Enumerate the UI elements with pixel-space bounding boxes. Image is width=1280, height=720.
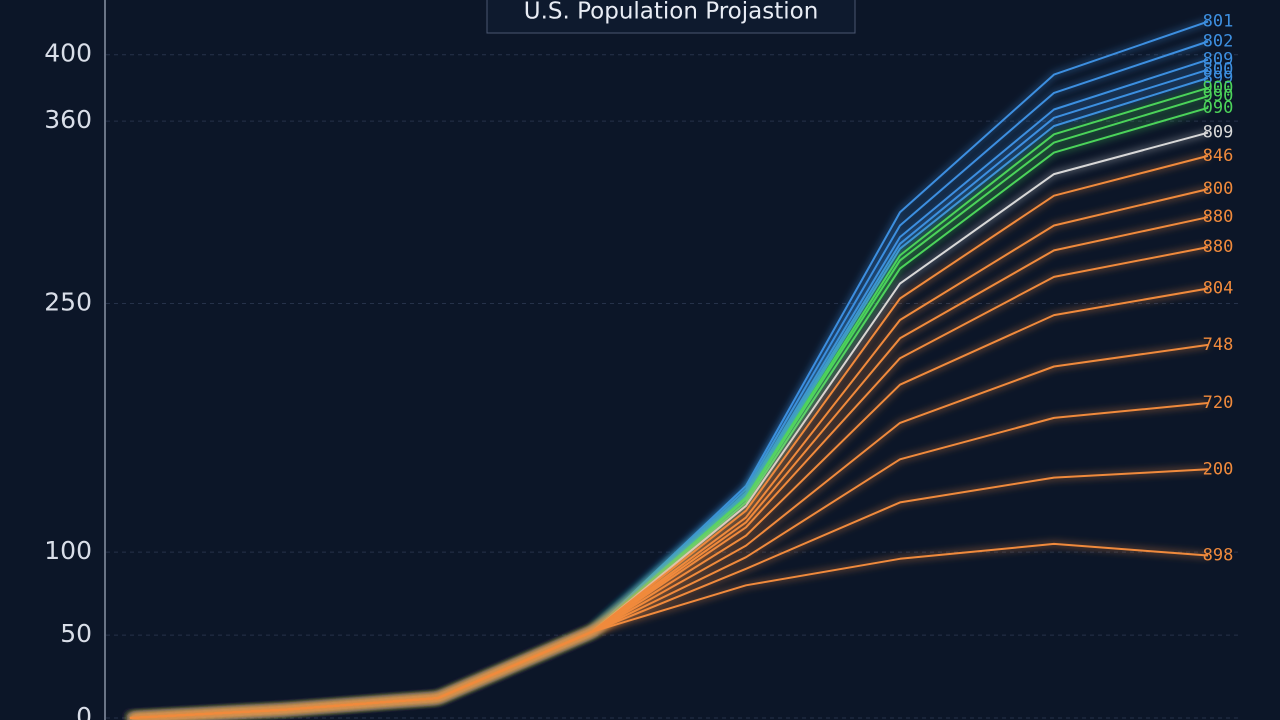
- grid: [106, 54, 1240, 719]
- y-tick-label: 400: [44, 39, 92, 68]
- series-line: [129, 216, 1209, 719]
- y-tick-label: 0: [76, 702, 92, 720]
- line-end-label: 846: [1203, 146, 1234, 166]
- line-end-label: 200: [1203, 459, 1234, 479]
- series-line: [129, 77, 1209, 719]
- y-tick-label: 100: [44, 536, 92, 565]
- line-end-label: 801: [1203, 12, 1234, 32]
- line-end-label: 809: [1203, 123, 1234, 143]
- series-line: [129, 188, 1209, 719]
- line-end-label: 802: [1203, 31, 1234, 51]
- line-end-label: 800: [1203, 60, 1234, 80]
- series-line: [129, 131, 1209, 719]
- series-line: [129, 154, 1209, 719]
- series-line: [129, 542, 1209, 719]
- line-end-label: 880: [1203, 237, 1234, 257]
- y-tick-label: 50: [60, 619, 92, 648]
- series-line: [129, 343, 1209, 719]
- title-box: [486, 0, 856, 34]
- line-end-label: 898: [1203, 546, 1234, 566]
- series-line: [129, 40, 1209, 719]
- line-end-label: 720: [1203, 393, 1234, 413]
- series-line: [129, 68, 1209, 719]
- line-end-label: 899: [1203, 68, 1234, 88]
- lines: [129, 20, 1209, 719]
- series-line: [129, 86, 1209, 719]
- line-end-label: 990: [1203, 86, 1234, 106]
- line-end-label: 800: [1203, 179, 1234, 199]
- line-end-label: 804: [1203, 279, 1234, 299]
- line-end-label: 900: [1203, 78, 1234, 98]
- series-line: [129, 95, 1209, 719]
- line-end-label: 748: [1203, 335, 1234, 355]
- line-end-label: 880: [1203, 207, 1234, 227]
- line-end-label: 090: [1203, 98, 1234, 118]
- chart-title: U.S. Population Projastion: [524, 0, 819, 25]
- series-line: [129, 106, 1209, 719]
- y-tick-label: 360: [44, 105, 92, 134]
- line-end-label: 809: [1203, 50, 1234, 70]
- y-tick-label: 250: [44, 287, 92, 316]
- series-line: [129, 287, 1209, 719]
